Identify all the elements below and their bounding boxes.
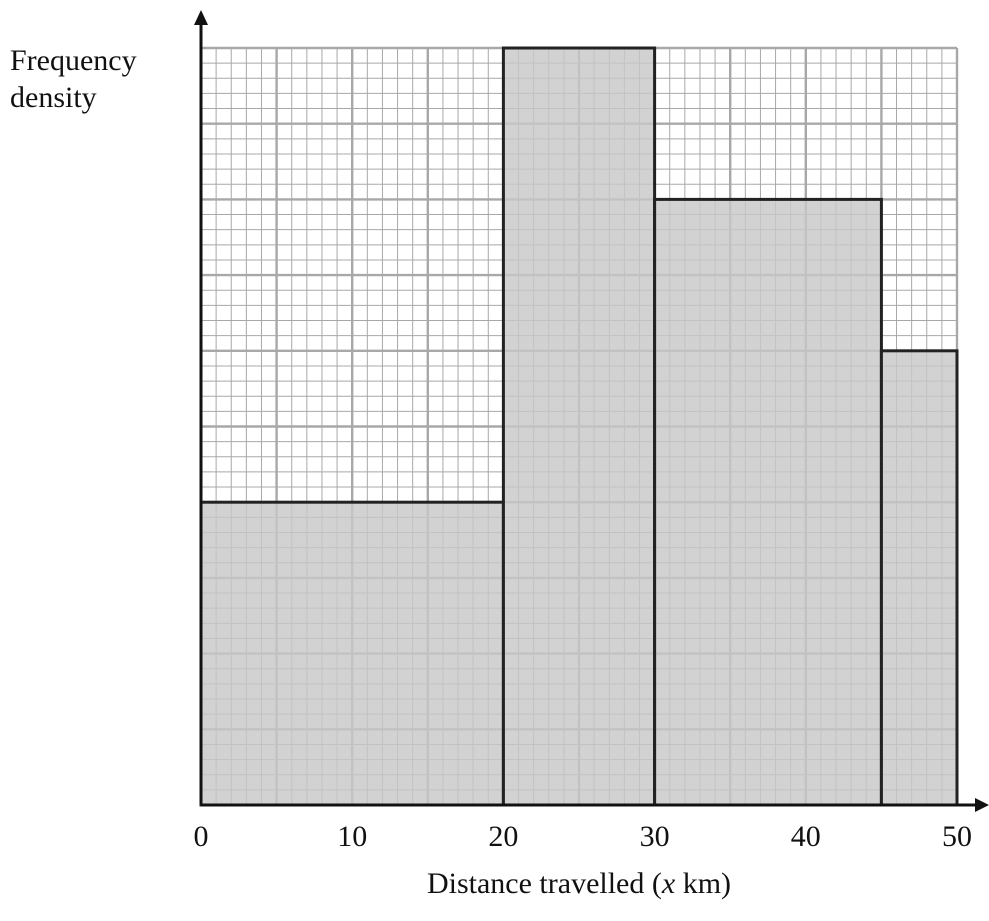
y-axis-label-line-2: density	[10, 81, 97, 114]
axes	[194, 10, 989, 812]
x-tick-label: 30	[640, 820, 670, 853]
histogram-bar	[653, 197, 883, 807]
y-axis-label-line-1: Frequency	[10, 44, 137, 77]
x-tick-label: 40	[791, 820, 821, 853]
x-axis-label: Distance travelled (x km)	[427, 867, 731, 900]
x-axis-label-variable: x	[661, 867, 676, 900]
x-axis-arrow-icon	[975, 798, 989, 812]
histogram-bar	[501, 46, 657, 807]
x-tick-label: 10	[337, 820, 367, 853]
x-axis-label-prefix: Distance travelled (	[427, 867, 662, 900]
histogram-bar	[199, 500, 505, 807]
x-axis-label-suffix: km)	[675, 867, 731, 900]
histogram-bar	[879, 349, 959, 807]
x-tick-label: 20	[488, 820, 518, 853]
x-tick-label: 0	[194, 820, 209, 853]
x-tick-labels: 0 10 20 30 40 50	[194, 820, 973, 853]
y-axis-arrow-icon	[194, 10, 208, 25]
x-tick-label: 50	[942, 820, 972, 853]
